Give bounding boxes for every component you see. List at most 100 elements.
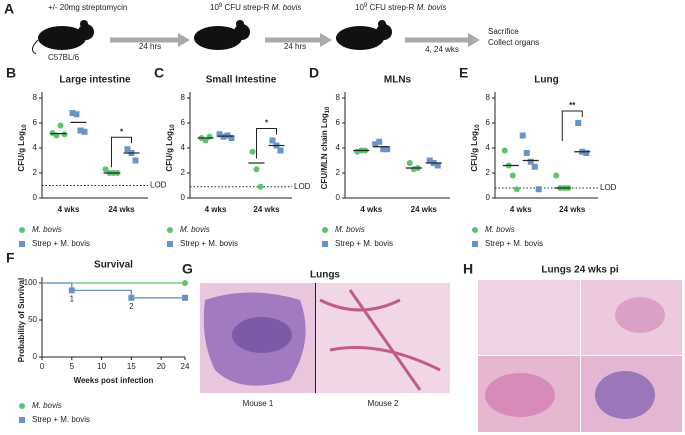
data-point (472, 241, 478, 247)
data-point (202, 137, 209, 144)
panel-letter: A (4, 1, 14, 17)
x-tick-label: 24 wks (253, 205, 280, 214)
chart-title: MLNs (384, 75, 412, 86)
y-tick-label: 2 (33, 168, 38, 177)
data-point (519, 132, 526, 139)
data-point (531, 163, 538, 170)
y-tick-label: 6 (486, 118, 491, 127)
data-point (128, 294, 135, 301)
data-point (19, 241, 25, 247)
y-tick-label: 2 (336, 168, 341, 177)
data-point (372, 141, 379, 148)
mouse (336, 20, 392, 50)
x-tick-label: 0 (40, 362, 45, 371)
annotation: 2 (129, 302, 134, 311)
data-point (583, 150, 590, 156)
y-tick-label: 50 (28, 315, 37, 324)
x-tick-label: 24 wks (559, 205, 586, 214)
y-label-subscript: 10 (325, 106, 331, 113)
y-label-subscript: 10 (475, 124, 481, 131)
data-point (269, 137, 276, 144)
data-point (384, 146, 391, 153)
dose-organism: M. bovis (272, 3, 302, 12)
data-point (182, 294, 188, 301)
y-tick-label: 6 (336, 118, 341, 127)
dose-base: 10 (210, 3, 219, 12)
interval-label: 24 hrs (284, 42, 306, 51)
data-point (61, 131, 68, 138)
y-tick-label: 0 (486, 193, 491, 202)
panel-letter: H (463, 261, 473, 277)
legend-label: Strep + M. bovis (32, 415, 90, 424)
legend-label: M. bovis (485, 225, 515, 234)
dose-exp: 9 (364, 3, 368, 9)
data-point (434, 162, 441, 169)
y-label-text: CFU/g Log (165, 131, 174, 172)
legend-label: Strep + M. bovis (485, 239, 543, 248)
data-point (68, 287, 75, 294)
significance-label: ** (569, 101, 576, 110)
significance-bracket (111, 136, 132, 168)
data-point (73, 111, 80, 118)
y-label-subscript: 10 (170, 124, 176, 131)
end-label: Collect organs (488, 38, 539, 47)
legend-label: Strep + M. bovis (180, 239, 238, 248)
x-axis-label: Weeks post infection (74, 376, 154, 385)
data-point (216, 131, 223, 138)
interval-label: 4, 24 wks (425, 45, 459, 54)
panel-letter: B (6, 65, 16, 81)
y-tick-label: 2 (181, 168, 186, 177)
data-point (124, 146, 131, 153)
arrow-head (320, 33, 332, 47)
data-point (224, 132, 231, 139)
y-axis-label: CFU/g Log10 (17, 124, 27, 172)
y-tick-label: 4 (33, 143, 38, 152)
end-label: Sacrifice (488, 27, 519, 36)
y-tick-label: 2 (486, 168, 491, 177)
data-point (322, 241, 328, 247)
y-tick-label: 0 (33, 193, 38, 202)
significance-bracket (256, 128, 277, 159)
significance-label: * (265, 119, 269, 128)
arrow-head (178, 33, 190, 47)
significance-bracket (561, 110, 583, 141)
y-tick-label: 4 (486, 143, 491, 152)
data-point (426, 157, 433, 164)
dose-base: 10 (355, 3, 364, 12)
data-point (322, 227, 328, 233)
x-tick-label: 24 wks (108, 205, 135, 214)
y-tick-label: 4 (181, 143, 186, 152)
lod-label: LOD (600, 183, 617, 192)
legend-label: M. bovis (335, 225, 365, 234)
data-point (69, 110, 76, 116)
dose-text: CFU strep-R (367, 3, 416, 12)
legend-label: Strep + M. bovis (335, 239, 393, 248)
dose-text: CFU strep-R (222, 3, 271, 12)
x-tick-label: 5 (70, 362, 75, 371)
data-point (523, 150, 530, 156)
chart-title: Small Intestine (206, 75, 277, 86)
panel-letter: G (182, 261, 193, 277)
step-label: +/- 20mg streptomycin (48, 3, 127, 12)
arrow-head (468, 33, 480, 47)
y-label-text: CFU/g Log (470, 131, 479, 172)
dose-label: 109 CFU strep-R M. bovis (355, 3, 446, 13)
y-tick-label: 4 (336, 143, 341, 152)
data-point (167, 227, 173, 233)
image-title: Lungs (310, 270, 340, 281)
data-point (527, 158, 534, 165)
data-point (249, 148, 256, 155)
panel-letter: E (459, 65, 468, 81)
y-label-text: CFU/g Log (17, 131, 26, 172)
y-axis-label: CFU/g Log10 (470, 124, 480, 172)
y-tick-label: 6 (33, 118, 38, 127)
panel-letter: F (6, 250, 15, 266)
mouse (194, 20, 250, 50)
data-point (376, 138, 383, 145)
data-point (182, 280, 188, 286)
interval-label: 24 hrs (139, 42, 161, 51)
y-tick-label: 8 (181, 93, 186, 102)
data-point (102, 166, 109, 173)
data-point (57, 122, 64, 129)
